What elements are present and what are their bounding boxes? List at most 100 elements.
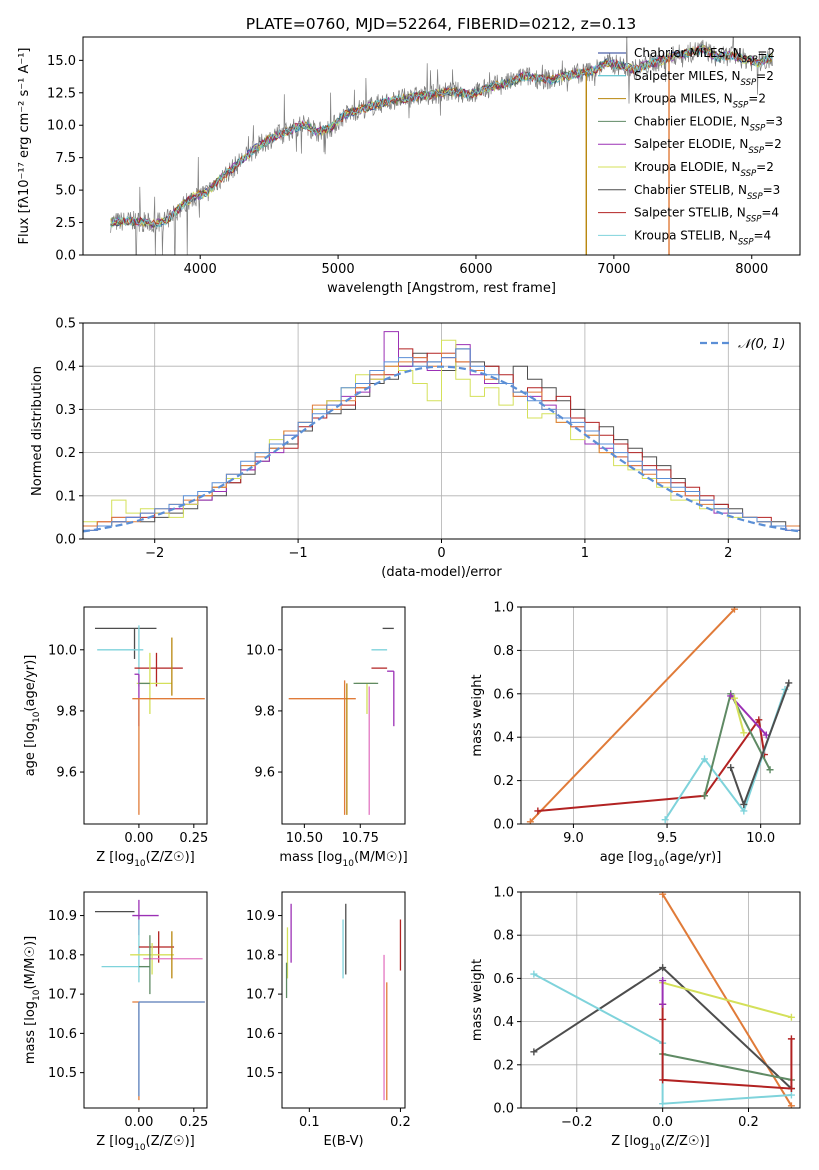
- weight-marker: [740, 729, 748, 737]
- x-tick-label: 0.25: [179, 1115, 208, 1130]
- legend-entry: Chabrier STELIB, NSSP=3: [634, 183, 780, 202]
- weight-vs-Z-xlabel-pre: Z [log: [611, 1134, 649, 1149]
- residuals-ylabel: Normed distribution: [30, 366, 45, 496]
- weight-vs-Z-xlabel: Z [log10(Z/Z☉)]: [611, 1134, 709, 1153]
- weight-marker: [785, 679, 793, 687]
- legend-entry-text: Salpeter MILES, N: [634, 69, 741, 83]
- weight-marker: [659, 977, 667, 985]
- legend-entry-text: Kroupa MILES, N: [634, 92, 733, 106]
- y-tick-label: 0.6: [493, 972, 514, 987]
- legend-entry-sub: SSP: [741, 78, 757, 88]
- y-tick-label: 0.0: [493, 818, 514, 833]
- legend-entry-text: Chabrier STELIB, N: [634, 183, 747, 197]
- weight-line: [662, 1053, 792, 1081]
- legend-entry-sub: SSP: [746, 215, 762, 225]
- figure-title: PLATE=0760, MJD=52264, FIBERID=0212, z=0…: [246, 15, 636, 33]
- weight-vs-Z-series: [530, 892, 795, 1108]
- weight-marker: [659, 1076, 667, 1084]
- y-tick-label: 10.7: [246, 988, 275, 1003]
- age-vs-Z-ylabel: age [log10(age/yr)]: [23, 655, 42, 777]
- mass-vs-Z-ylabel-pre: mass [log: [23, 1001, 38, 1064]
- age-vs-mass-frame: [281, 606, 406, 825]
- weight-vs-age-xlabel-pre: age [log: [600, 850, 653, 865]
- legend-entry: Kroupa ELODIE, NSSP=2: [634, 160, 774, 179]
- weight-vs-Z-frame: [520, 891, 801, 1109]
- y-tick-label: 1.0: [493, 886, 514, 901]
- y-tick-label: 0.2: [493, 774, 514, 789]
- y-tick-label: 5.0: [55, 184, 76, 199]
- legend-entry-sub: SSP: [747, 192, 763, 202]
- residuals-axes: −2 −1 0 1 2 0.0 0.1 0.2 0.3 0.4 0.5 (data-model)/er…: [30, 317, 800, 580]
- legend-entry-suffix: =2: [757, 46, 775, 60]
- mass-vs-ebv-xlabel: E(B-V): [323, 1134, 363, 1149]
- age-vs-mass-errorbars: [288, 627, 395, 815]
- residuals-frame: [82, 322, 801, 540]
- legend-entry-text: Kroupa STELIB, N: [634, 228, 738, 242]
- weight-marker: [787, 1085, 795, 1093]
- age-vs-mass-xlabel: mass [log10(M/M☉)]: [279, 850, 407, 869]
- x-tick-label: 1: [581, 546, 589, 561]
- age-vs-Z-xlabel-sub: 10: [134, 859, 146, 869]
- errorbar-point: [101, 919, 150, 983]
- weight-marker: [701, 755, 709, 763]
- weight-marker: [659, 1015, 667, 1023]
- errorbar-point: [94, 627, 157, 659]
- model-spectrum: [110, 46, 773, 228]
- y-tick-label: 9.6: [254, 766, 275, 781]
- legend-entry-text: Chabrier MILES, N: [634, 46, 742, 60]
- age-vs-Z-frame: [83, 606, 208, 825]
- y-tick-label: 0.0: [55, 249, 76, 264]
- y-tick-label: 7.5: [55, 151, 76, 166]
- errorbar-point: [138, 931, 175, 963]
- weight-vs-age-series: [526, 607, 793, 824]
- weight-marker: [534, 807, 542, 815]
- y-tick-label: 10.0: [48, 643, 77, 658]
- legend-entry-text: Kroupa ELODIE, N: [634, 160, 741, 174]
- errorbar-point: [97, 625, 144, 687]
- weight-marker: [661, 816, 669, 824]
- x-tick-label: 2: [724, 546, 732, 561]
- x-tick-label: 9.5: [657, 831, 678, 846]
- y-tick-label: 0.0: [55, 533, 76, 548]
- weight-series: [526, 607, 738, 824]
- weight-marker: [740, 800, 748, 808]
- residual-histograms: [83, 331, 800, 533]
- y-tick-label: 0.2: [55, 446, 76, 461]
- legend-entry: Kroupa STELIB, NSSP=4: [634, 228, 771, 247]
- weight-marker: [727, 692, 735, 700]
- age-vs-Z-ylabel-post: (age/yr)]: [23, 655, 38, 712]
- mass-vs-ebv-errorbars: [285, 903, 402, 1101]
- y-tick-label: 1.0: [493, 601, 514, 616]
- legend-entry: Chabrier MILES, NSSP=2: [634, 46, 775, 65]
- weight-marker: [755, 716, 763, 724]
- legend-entry-suffix: =4: [754, 228, 772, 242]
- spectrum-frame: [82, 36, 801, 256]
- y-tick-label: 0.8: [493, 644, 514, 659]
- weight-series: [661, 685, 789, 824]
- x-tick-label: 9.0: [563, 831, 584, 846]
- legend-entry-sub: SSP: [733, 101, 749, 111]
- y-tick-label: 10.9: [48, 909, 77, 924]
- mass-vs-Z-ylabel-sub: 10: [32, 989, 42, 1001]
- mass-vs-Z-xlabel-pre: Z [log: [96, 1134, 134, 1149]
- weight-series: [659, 977, 667, 1008]
- weight-marker: [727, 764, 735, 772]
- x-tick-label: 0: [437, 546, 445, 561]
- legend-entry: Salpeter MILES, NSSP=2: [634, 69, 774, 88]
- weight-vs-Z-ylabel: mass weight: [470, 959, 485, 1041]
- y-tick-label: 9.6: [56, 766, 77, 781]
- weight-marker: [787, 1102, 795, 1108]
- model-spectrum: [110, 44, 773, 229]
- y-tick-label: 10.7: [48, 988, 77, 1003]
- y-tick-label: 0.2: [493, 1058, 514, 1073]
- legend-entry-sub: SSP: [741, 169, 757, 179]
- y-tick-label: 12.5: [47, 86, 76, 101]
- weight-marker: [701, 792, 709, 800]
- legend-entry-sub: SSP: [750, 123, 766, 133]
- mass-vs-Z-ylabel-post: (M/M☉)]: [23, 936, 38, 990]
- y-tick-label: 0.4: [493, 731, 514, 746]
- x-tick-label: 6000: [459, 262, 492, 277]
